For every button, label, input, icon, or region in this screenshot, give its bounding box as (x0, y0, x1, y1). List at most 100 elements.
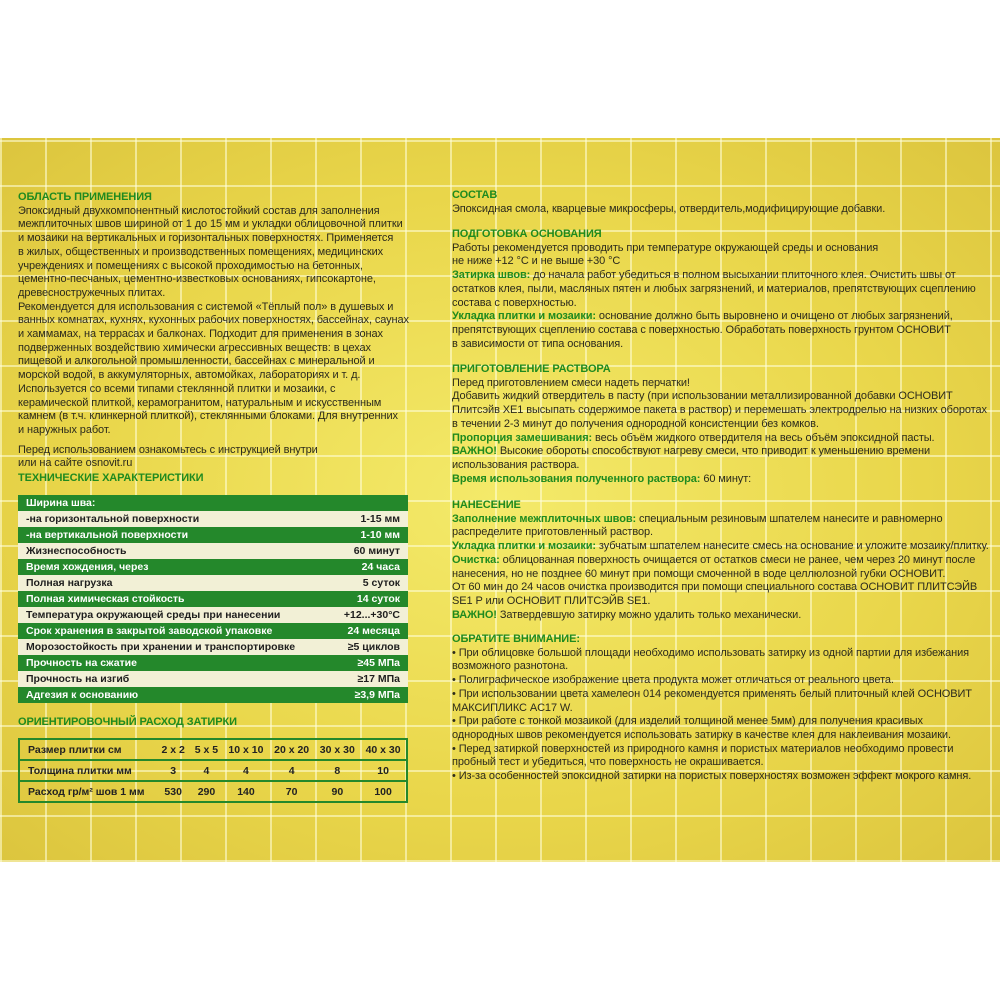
left-section-tech-title: ТЕХНИЧЕСКИЕ ХАРАКТЕРИСТИКИ (18, 472, 204, 486)
text-line: • Из-за особенностей эпоксидной затирки … (452, 770, 972, 784)
line-text: и хаммамах, на террасах и балконах. Подх… (18, 328, 383, 341)
spec-value: ≥17 МПа (329, 671, 408, 687)
spec-name: Ширина шва: (18, 495, 330, 511)
spec-value: 24 месяца (329, 623, 408, 639)
spec-row: Полная нагрузка 5 суток (18, 575, 408, 591)
text-line: цементно-песчаных, цементно-известковых … (18, 273, 409, 287)
consumption-cell: 3 (156, 760, 190, 782)
consumption-cell: 30 x 30 (314, 739, 361, 761)
text-line: SE1 P или ОСНОВИТ ПЛИТСЭЙВ SE1. (452, 595, 989, 609)
line-text: зубчатым шпателем нанесите смесь на осно… (595, 540, 989, 553)
consumption-title: ОРИЕНТИРОВОЧНЫЙ РАСХОД ЗАТИРКИ (18, 716, 237, 728)
section-title: ТЕХНИЧЕСКИЕ ХАРАКТЕРИСТИКИ (18, 472, 204, 484)
consumption-cell: 140 (237, 785, 255, 798)
line-text: облицованная поверхность очищается от ос… (499, 553, 976, 566)
consumption-cell: 100 (374, 785, 392, 798)
spec-value: 1-10 мм (329, 527, 408, 543)
line-text: и наружных работ. (18, 423, 111, 436)
line-text: Работы рекомендуется проводить при темпе… (452, 241, 879, 254)
consumption-cell: 20 x 20 (268, 739, 315, 761)
consumption-cell: 530 (164, 785, 182, 798)
spec-row: Полная химическая стойкость 14 суток (18, 591, 408, 607)
text-line: Используется со всеми типами стеклянной … (18, 383, 409, 397)
spec-value: 5 суток (329, 575, 408, 591)
spec-row: Ширина шва: (18, 495, 408, 511)
line-text: в течении 2-3 минут до получения однород… (452, 417, 819, 430)
consumption-row: Толщина плитки мм 3 4 4 4 8 10 (19, 760, 407, 782)
line-text: пищевой и алкогольной промышленности, ба… (18, 355, 375, 368)
spec-name: Время хождения, через (18, 559, 330, 575)
section-title: ОБРАТИТЕ ВНИМАНИЕ: (452, 633, 580, 645)
text-line: Укладка плитки и мозаики: основание долж… (452, 310, 976, 324)
text-line: Рекомендуется для использования с систем… (18, 301, 409, 315)
spec-name: Полная химическая стойкость (18, 591, 330, 607)
text-line: МАКСИПЛИКС AC17 W. (452, 702, 972, 716)
line-text: специальным резиновым шпателем нанесите … (636, 512, 943, 525)
consumption-cell: 40 x 30 (360, 739, 407, 761)
line-text: керамической плиткой, керамогранитом, на… (18, 396, 382, 409)
right-section-composition: СОСТАВ Эпоксидная смола, кварцевые микрос… (452, 189, 885, 216)
text-line: Затирка швов: до начала работ убедиться … (452, 269, 976, 283)
spec-value: +12...+30°C (329, 607, 408, 623)
spec-value: 60 минут (329, 543, 408, 559)
text-line: однородных швов рекомендуется использова… (452, 729, 972, 743)
text-line: • При работе с тонкой мозаикой (для изде… (452, 715, 972, 729)
spec-row: Морозостойкость при хранении и транспорт… (18, 639, 408, 655)
text-line: нанесения, но не позднее 60 минут при по… (452, 568, 989, 582)
line-text: Эпоксидный двухкомпонентный кислотостойк… (18, 204, 380, 217)
row-header: Толщина плитки мм (19, 760, 157, 782)
line-text: камнем (в т.ч. клинкерной плиткой), стек… (18, 410, 398, 423)
line-text: древесностружечных плитах. (18, 286, 166, 299)
consumption-cell: 4 (268, 760, 315, 782)
paragraph-label: ВАЖНО! (452, 608, 497, 621)
spec-name: Срок хранения в закрытой заводской упако… (18, 623, 330, 639)
line-text: ванных комнатах, кухнях, кухонных рабочи… (18, 314, 409, 327)
text-line: использования раствора. (452, 459, 987, 473)
text-line: пищевой и алкогольной промышленности, ба… (18, 355, 409, 369)
text-line: От 60 мин до 24 часов очистка производит… (452, 581, 989, 595)
line-text: • При работе с тонкой мозаикой (для изде… (452, 715, 923, 728)
text-line: морской водой, в аккумуляторных, автомой… (18, 369, 409, 383)
text-line: остатков клея, пыли, масляных пятен и лю… (452, 283, 976, 297)
line-text: Рекомендуется для использования с систем… (18, 300, 394, 313)
line-text: цементно-песчаных, цементно-известковых … (18, 273, 376, 286)
text-line: пробный тест и убедиться, что поверхност… (452, 756, 972, 770)
spec-name: Прочность на изгиб (18, 671, 330, 687)
line-text: 60 минут: (700, 472, 752, 485)
spec-name: Адгезия к основанию (18, 687, 330, 703)
paragraph-label: Очистка: (452, 553, 500, 566)
spec-row: -на горизонтальной поверхности 1-15 мм (18, 511, 408, 527)
line-text: • При облицовке большой площади необходи… (452, 646, 970, 659)
line-text: основание должно быть выровнено и очищен… (595, 310, 953, 323)
spec-name: Температура окружающей среды при нанесен… (18, 607, 330, 623)
text-line: Укладка плитки и мозаики: зубчатым шпате… (452, 540, 989, 554)
paragraph-label: Заполнение межплиточных швов: (452, 512, 637, 525)
text-line: Работы рекомендуется проводить при темпе… (452, 242, 976, 256)
line-text: до начала работ убедиться в полном высых… (530, 269, 956, 282)
text-line: камнем (в т.ч. клинкерной плиткой), стек… (18, 410, 409, 424)
consumption-cell: 90 (331, 785, 344, 798)
consumption-cell: 10 x 10 (223, 739, 269, 761)
line-text: МАКСИПЛИКС AC17 W. (452, 701, 573, 714)
section-title: ПРИГОТОВЛЕНИЕ РАСТВОРА (452, 363, 611, 375)
line-text: • Перед затиркой поверхностей из природн… (452, 742, 954, 755)
text-line: Добавить жидкий отвердитель в пасту (при… (452, 390, 987, 404)
line-text: не ниже +12 °C и не выше +30 °C (452, 255, 621, 268)
consumption-cell: 4 (189, 760, 224, 782)
consumption-cell: 290 (197, 785, 216, 798)
spec-value: ≥3,9 МПа (329, 687, 408, 703)
text-line: или на сайте osnovit.ru (18, 457, 409, 471)
row-header: Расход гр/м² шов 1 мм (28, 785, 145, 798)
spec-row: Прочность на изгиб ≥17 МПа (18, 671, 408, 687)
right-section-mixing: ПРИГОТОВЛЕНИЕ РАСТВОРА Перед приготовлени… (452, 363, 987, 486)
spec-value: 1-15 мм (329, 511, 408, 527)
text-line: в жилых, общественных и производственных… (18, 246, 409, 260)
spec-row: -на вертикальной поверхности 1-10 мм (18, 527, 408, 543)
text-line: межплиточных швов шириной от 1 до 15 мм … (18, 218, 409, 232)
line-text: учреждениях и помещениях с высокой прохо… (18, 259, 363, 272)
spec-row: Срок хранения в закрытой заводской упако… (18, 623, 408, 639)
spec-name: Прочность на сжатие (18, 655, 330, 671)
section-title: ОБЛАСТЬ ПРИМЕНЕНИЯ (18, 191, 152, 203)
